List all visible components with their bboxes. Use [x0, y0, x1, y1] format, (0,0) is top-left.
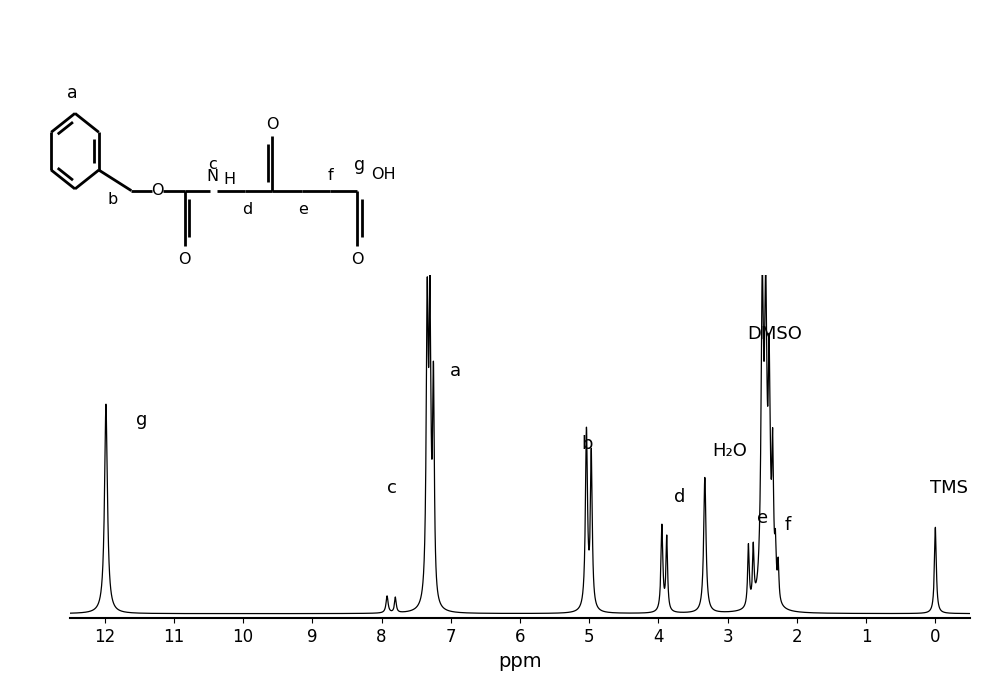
- Text: O: O: [179, 252, 191, 267]
- Text: O: O: [351, 252, 364, 267]
- Text: H: H: [224, 172, 236, 187]
- Text: d: d: [674, 488, 685, 506]
- Text: OH: OH: [371, 168, 396, 182]
- Text: b: b: [107, 192, 118, 207]
- Text: DMSO: DMSO: [747, 324, 802, 343]
- Text: g: g: [354, 155, 365, 174]
- Text: H₂O: H₂O: [712, 442, 747, 460]
- Text: c: c: [208, 157, 217, 172]
- Text: b: b: [581, 436, 592, 453]
- X-axis label: ppm: ppm: [498, 651, 542, 671]
- Text: f: f: [784, 515, 791, 534]
- Text: O: O: [151, 183, 164, 198]
- Text: a: a: [68, 84, 78, 102]
- Text: N: N: [206, 169, 218, 184]
- Text: e: e: [757, 510, 769, 528]
- Text: e: e: [298, 203, 308, 217]
- Text: d: d: [242, 203, 252, 217]
- Text: c: c: [387, 479, 397, 497]
- Text: g: g: [136, 411, 147, 429]
- Text: a: a: [449, 361, 461, 379]
- Text: TMS: TMS: [930, 479, 968, 497]
- Text: f: f: [328, 168, 334, 183]
- Text: O: O: [266, 117, 279, 131]
